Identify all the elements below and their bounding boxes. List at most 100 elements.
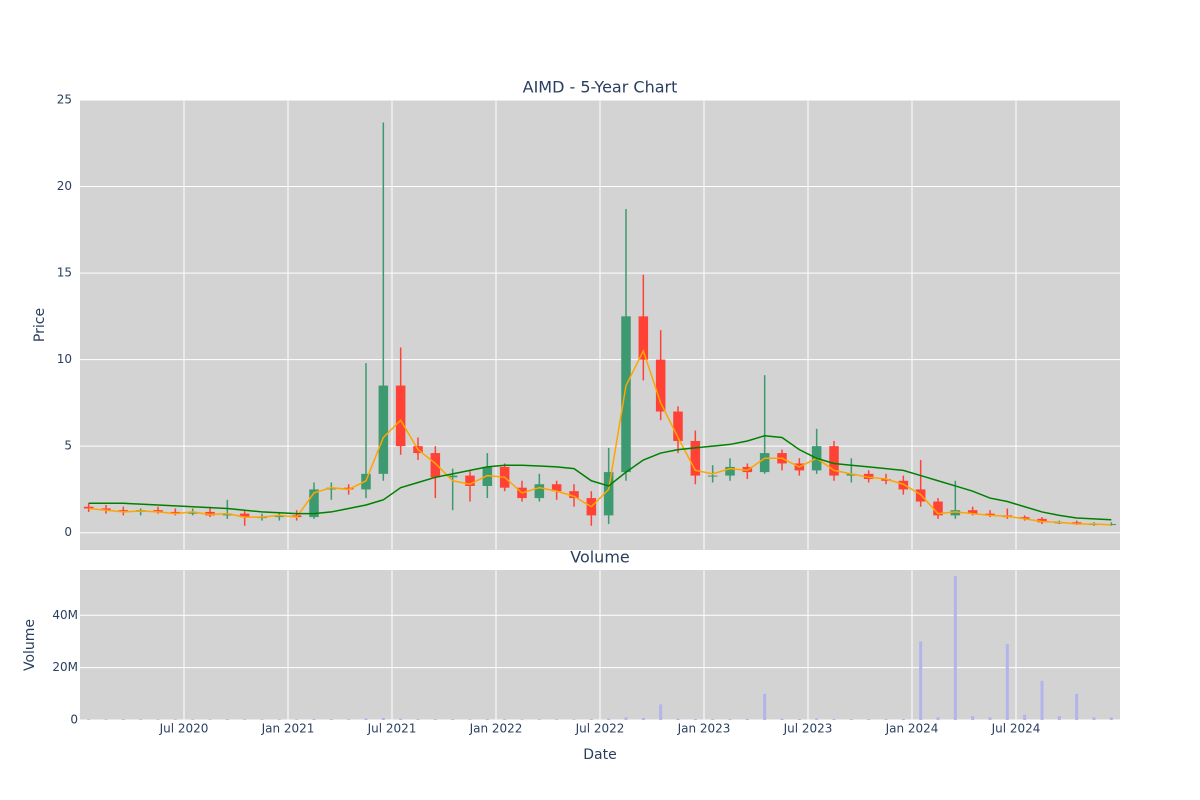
candle-body bbox=[673, 411, 683, 441]
moving-average-line bbox=[88, 349, 1112, 526]
volume-bar bbox=[243, 719, 247, 720]
candle-body bbox=[534, 484, 545, 499]
candle-body bbox=[482, 466, 493, 486]
subplot-title: Volume bbox=[570, 548, 630, 567]
y-tick-label: 20 bbox=[57, 179, 72, 193]
candle-body bbox=[187, 511, 198, 514]
candle-body bbox=[829, 446, 839, 476]
volume-bar bbox=[1057, 716, 1061, 720]
volume-bar bbox=[537, 719, 541, 720]
candle-body bbox=[1037, 518, 1047, 523]
volume-bar bbox=[1075, 693, 1079, 720]
candle-body bbox=[846, 473, 857, 476]
volume-bar bbox=[555, 719, 559, 720]
volume-bar bbox=[919, 641, 923, 720]
volume-bar bbox=[589, 719, 593, 720]
candle-body bbox=[655, 359, 666, 412]
volume-bar bbox=[295, 719, 299, 720]
candle-body bbox=[621, 316, 631, 473]
volume-bar bbox=[468, 719, 472, 720]
x-tick-label: Jan 2024 bbox=[885, 722, 939, 736]
moving-average-line bbox=[88, 435, 1112, 521]
volume-bar bbox=[1005, 644, 1009, 720]
volume-bar bbox=[1109, 717, 1113, 720]
volume-bar bbox=[572, 719, 576, 720]
volume-bar bbox=[364, 718, 368, 720]
candle-body bbox=[863, 473, 874, 480]
candle-body bbox=[395, 385, 406, 447]
candle-body bbox=[690, 440, 701, 476]
volume-bar bbox=[329, 719, 333, 720]
volume-bar bbox=[156, 719, 160, 720]
candle-body bbox=[465, 475, 475, 486]
candle-body bbox=[309, 489, 319, 518]
volume-bar bbox=[797, 718, 801, 720]
y-axis-title: Volume bbox=[22, 619, 38, 671]
volume-bar bbox=[312, 718, 316, 720]
volume-bar bbox=[381, 717, 385, 720]
candle-body bbox=[1019, 517, 1030, 519]
x-tick-label: Jul 2024 bbox=[991, 722, 1041, 736]
candle-body bbox=[985, 513, 995, 516]
y-tick-label: 10 bbox=[57, 352, 72, 366]
candle-body bbox=[725, 466, 735, 476]
volume-bar bbox=[416, 719, 420, 720]
volume-bar bbox=[763, 693, 767, 720]
volume-bar bbox=[849, 719, 853, 720]
volume-bar bbox=[884, 719, 888, 720]
volume-bar bbox=[711, 719, 715, 720]
y-tick-label: 5 bbox=[64, 439, 72, 453]
candle-body bbox=[603, 472, 614, 516]
candle-body bbox=[378, 385, 389, 474]
candle-body bbox=[326, 487, 337, 490]
x-axis-title: Date bbox=[583, 747, 616, 763]
volume-bar bbox=[121, 719, 125, 720]
candle-body bbox=[933, 501, 943, 516]
candle-body bbox=[222, 513, 233, 516]
volume-bar bbox=[728, 719, 732, 720]
volume-bar bbox=[901, 718, 905, 720]
volume-bar bbox=[1092, 717, 1096, 720]
volume-bar bbox=[641, 717, 645, 720]
volume-bar bbox=[191, 719, 195, 720]
candle-body bbox=[638, 316, 649, 360]
x-tick-label: Jan 2022 bbox=[469, 722, 523, 736]
candle-body bbox=[170, 511, 181, 514]
x-tick-label: Jul 2023 bbox=[783, 722, 833, 736]
volume-bar bbox=[953, 576, 957, 720]
volume-bar bbox=[815, 718, 819, 720]
volume-bar bbox=[607, 718, 611, 720]
volume-bar bbox=[988, 717, 992, 720]
candle-body bbox=[967, 510, 978, 514]
y-tick-label: 20M bbox=[52, 660, 78, 674]
y-axis-title: Price bbox=[32, 308, 48, 342]
candle-body bbox=[101, 508, 111, 511]
volume-bar bbox=[693, 718, 697, 720]
x-tick-label: Jan 2021 bbox=[261, 722, 315, 736]
volume-bar bbox=[624, 717, 628, 720]
volume-bar bbox=[659, 704, 663, 720]
candle-body bbox=[1071, 522, 1082, 525]
volume-bar bbox=[780, 718, 784, 720]
candle-body bbox=[551, 484, 562, 492]
volume-bar bbox=[225, 719, 229, 720]
volume-bar bbox=[173, 719, 177, 720]
volume-bar bbox=[971, 716, 975, 720]
candle-body bbox=[343, 487, 354, 490]
candle-body bbox=[274, 515, 285, 518]
chart-title: AIMD - 5-Year Chart bbox=[523, 78, 678, 97]
candle-body bbox=[205, 511, 215, 516]
candle-body bbox=[430, 453, 441, 478]
candle-body bbox=[83, 506, 94, 509]
candle-body bbox=[153, 510, 163, 512]
volume-bar bbox=[520, 719, 524, 720]
volume-bar bbox=[260, 719, 264, 720]
y-tick-label: 25 bbox=[57, 93, 72, 107]
volume-bar bbox=[867, 719, 871, 720]
candle-body bbox=[447, 475, 458, 478]
volume-bar bbox=[104, 719, 108, 720]
candle-body bbox=[569, 491, 579, 499]
y-tick-label: 15 bbox=[57, 266, 72, 280]
volume-bar bbox=[1023, 714, 1027, 720]
volume-bar bbox=[139, 719, 143, 720]
